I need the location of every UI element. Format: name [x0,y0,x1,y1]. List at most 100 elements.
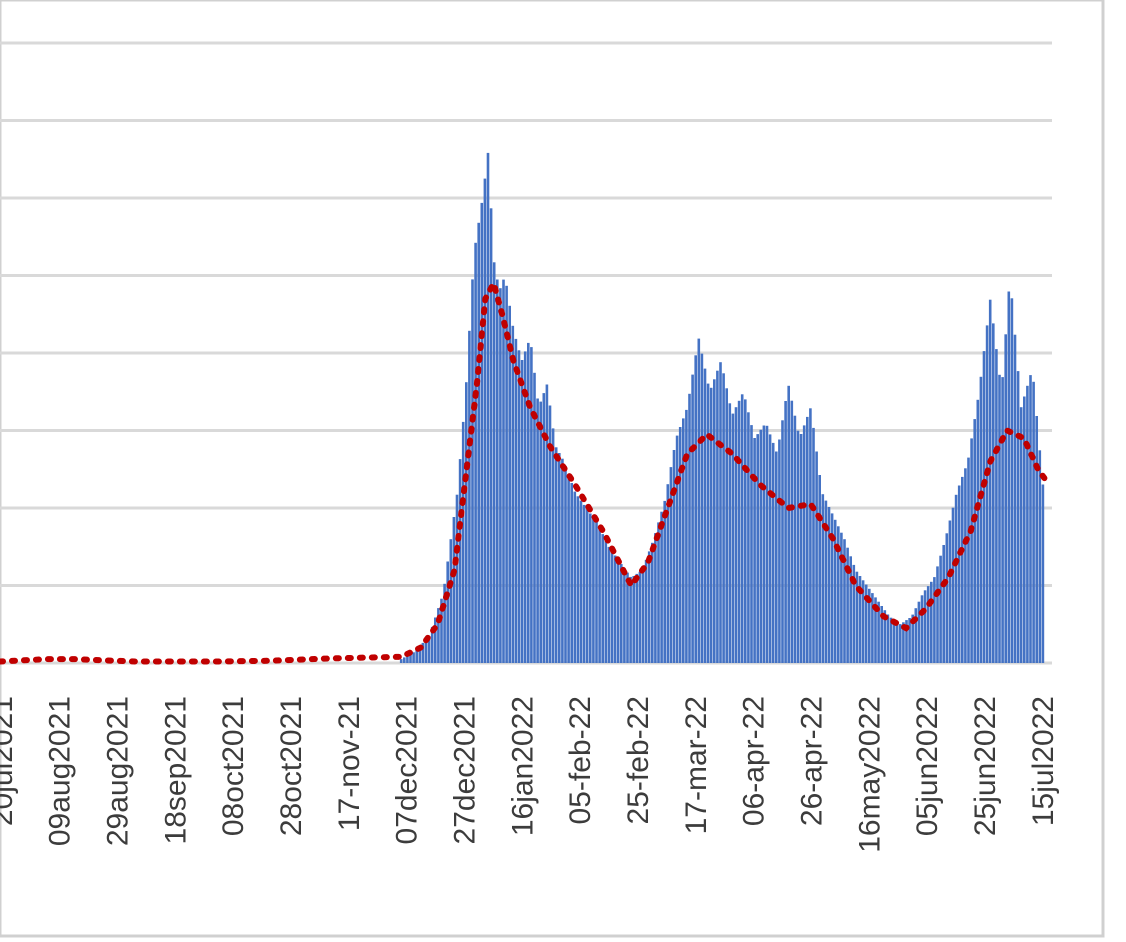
bar [486,152,490,663]
bar [926,586,930,663]
bar [871,593,874,663]
bar [520,360,524,663]
bar [908,618,911,663]
x-tick-label: 05jun2022 [911,696,944,836]
bar [499,288,502,663]
bar [713,379,716,663]
bar [905,620,908,663]
x-tick-label: 06-apr-22 [738,696,771,826]
bar [440,598,443,663]
bar [759,429,763,663]
bar [517,350,521,663]
bar [471,279,474,663]
bar [778,439,781,663]
bar [988,299,992,663]
bar [483,178,487,663]
bar [582,504,586,663]
bar [765,425,769,663]
bar [802,425,806,663]
bar [1038,450,1042,663]
bar [1010,298,1014,663]
bar [406,655,409,663]
bar [610,551,614,663]
bar [629,576,632,663]
bar [1007,291,1011,663]
bar [452,517,456,663]
bar [514,338,518,663]
x-tick-label: 16may2022 [853,696,886,853]
bar [1029,375,1032,663]
bar [570,483,573,663]
bar [995,349,998,663]
bar [899,624,902,663]
bar [855,571,859,663]
bar [725,388,728,663]
bar [418,646,422,663]
bar [731,413,735,663]
bar [421,642,425,663]
bar [1026,385,1029,663]
bar [939,555,942,663]
x-tick-label: 25-feb-22 [622,696,655,824]
bar [589,513,592,663]
bar [554,447,558,663]
bar [607,546,611,663]
bar [424,639,428,663]
bar [542,393,546,663]
bar [837,526,840,663]
x-tick-label: 28oct2021 [275,696,308,836]
bar [613,555,617,663]
bar [957,485,961,663]
x-tick-label: 16jan2022 [506,696,539,836]
bar [545,384,549,663]
bar [561,458,564,663]
bar [415,649,418,663]
bar [883,610,887,663]
bar [573,491,577,663]
bar [437,608,440,663]
bar [468,330,471,663]
bar [666,484,670,663]
bar [933,577,936,663]
bar [669,467,673,663]
bar [449,539,453,663]
x-tick-label: 05-feb-22 [564,696,597,824]
x-tick-label: 25jun2022 [969,696,1002,836]
bar [511,325,515,663]
bar [657,522,660,663]
bar [641,568,645,663]
bar [830,513,834,663]
bar [427,636,431,663]
bar [536,398,539,663]
bar [961,476,964,663]
bar [964,468,967,663]
tick-layer: 20jul2021 09aug2021 29aug2021 18sep2021 08oc… [0,696,1060,853]
bar [480,202,484,663]
bar [632,576,635,663]
bar [430,626,434,663]
bar [412,652,415,663]
bar [598,527,601,663]
bar [970,438,973,663]
bar [694,355,697,663]
bar [502,279,505,663]
bar [1016,371,1020,663]
bar [818,475,821,663]
bar [595,522,598,663]
bar [458,459,462,663]
bar [945,533,949,663]
bar [951,507,955,663]
bar [852,564,856,663]
bar [576,496,580,663]
bar [1035,416,1038,663]
avg-layer [0,275,1053,665]
bar [527,342,530,663]
bar [675,435,679,663]
x-tick-label: 20jul2021 [0,696,19,826]
bar [846,547,849,663]
bar [700,353,704,663]
bar [728,403,732,663]
bar [744,399,747,663]
